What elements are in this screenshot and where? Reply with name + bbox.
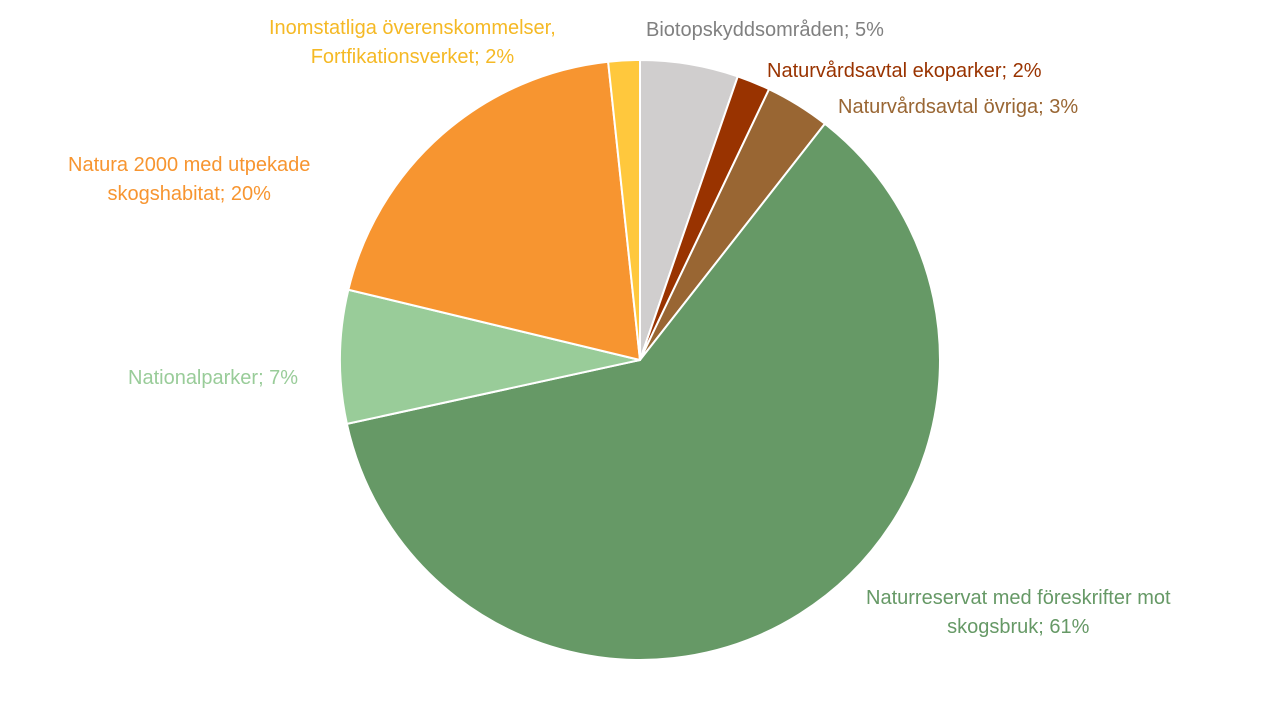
label-natura2000-line-2: skogshabitat; 20% <box>107 183 271 205</box>
label-naturreservat-line-1: Naturreservat med föreskrifter mot <box>866 587 1171 609</box>
pie-slice-natura2000 <box>347 60 641 361</box>
label-ekoparker-line-1: Naturvårdsavtal ekoparker; 2% <box>767 60 1042 82</box>
label-nationalparker-line-1: Nationalparker; 7% <box>128 367 299 389</box>
pie-slice-naturreservat <box>345 122 941 661</box>
pie-slice-nationalparker <box>339 288 641 425</box>
label-inomstatliga-line-2: Fortfikationsverket; 2% <box>310 46 515 68</box>
label-ekoparker: Naturvårdsavtal ekoparker; 2% <box>767 57 1042 86</box>
label-ovriga-line-1: Naturvårdsavtal övriga; 3% <box>838 96 1079 118</box>
label-biotop-line-1: Biotopskyddsområden; 5% <box>646 19 884 41</box>
label-natura2000-line-1: Natura 2000 med utpekade <box>68 154 311 176</box>
label-inomstatliga: Inomstatliga överenskommelser, Fortfikat… <box>269 14 556 72</box>
label-naturreservat: Naturreservat med föreskrifter mot skogs… <box>866 584 1171 642</box>
label-nationalparker: Nationalparker; 7% <box>128 364 298 393</box>
label-inomstatliga-line-1: Inomstatliga överenskommelser, <box>269 17 556 39</box>
label-biotop: Biotopskyddsområden; 5% <box>646 16 884 45</box>
pie-slice-inomstatliga <box>607 59 641 361</box>
label-ovriga: Naturvårdsavtal övriga; 3% <box>838 93 1078 122</box>
label-naturreservat-line-2: skogsbruk; 61% <box>947 616 1090 638</box>
label-natura2000: Natura 2000 med utpekade skogshabitat; 2… <box>68 151 310 209</box>
